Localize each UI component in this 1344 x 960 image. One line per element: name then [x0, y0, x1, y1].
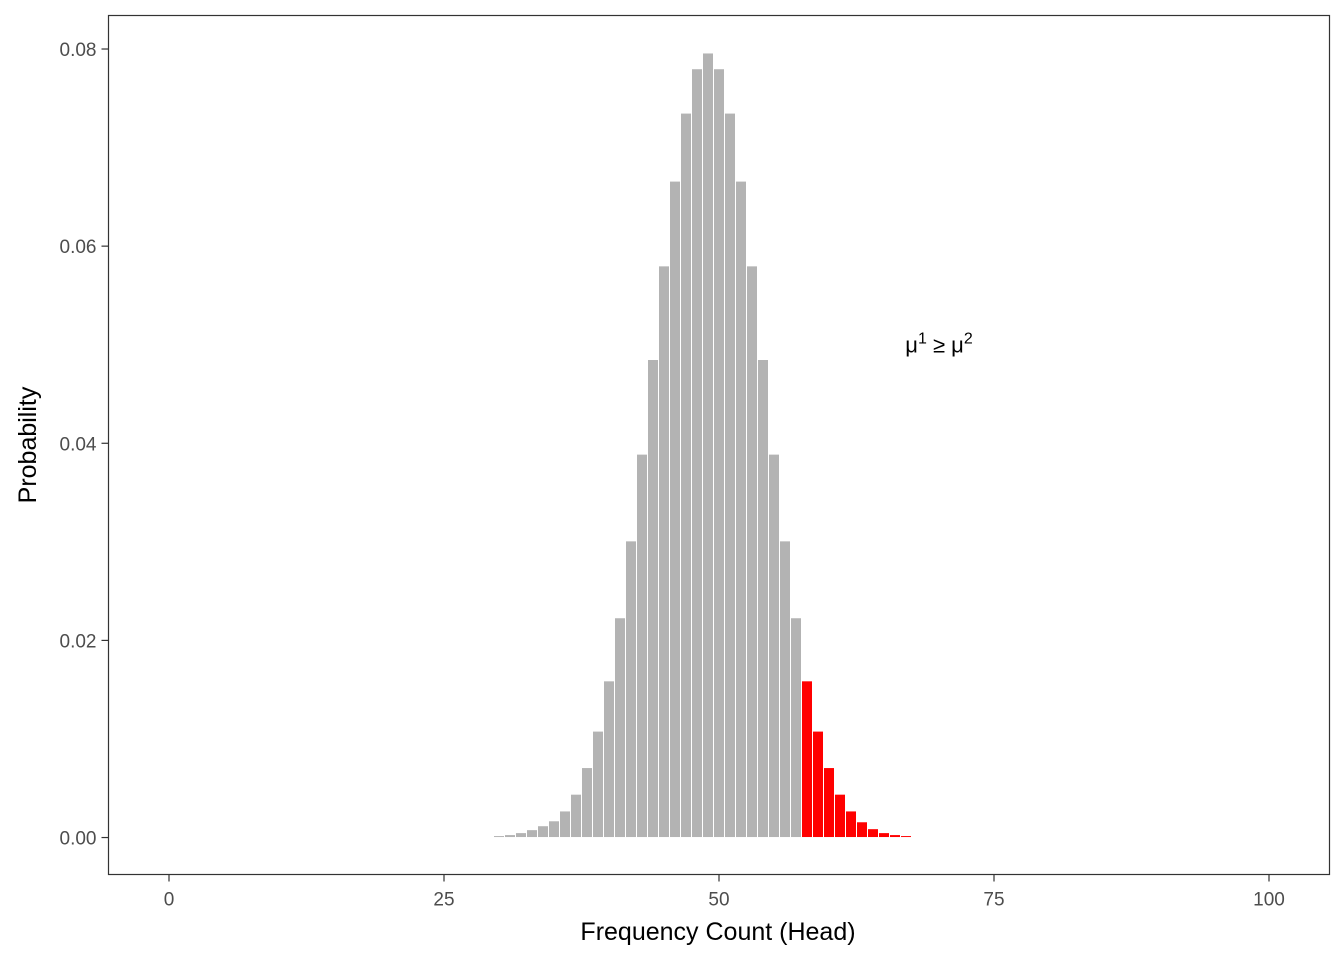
- bar-53: [746, 265, 758, 839]
- hypothesis-annotation: μ1 ≥ μ2: [905, 331, 973, 358]
- x-tick-label: 75: [983, 890, 1004, 911]
- bar-60: [823, 767, 835, 839]
- bar-59: [812, 730, 824, 839]
- bar-66: [889, 834, 901, 839]
- x-axis-title: Frequency Count (Head): [580, 918, 855, 946]
- bar-49: [702, 52, 714, 839]
- annotation-mu1: μ: [905, 333, 918, 358]
- x-axis: 0 25 50 75 100: [164, 874, 1285, 911]
- bars-group: [482, 52, 934, 839]
- x-tick-label: 50: [708, 890, 729, 911]
- bar-32: [515, 832, 527, 839]
- y-tick-label: 0.06: [60, 237, 97, 258]
- bar-63: [856, 821, 868, 839]
- bar-61: [834, 793, 846, 839]
- bar-68: [911, 836, 923, 839]
- bar-56: [779, 540, 791, 839]
- bar-48: [691, 68, 703, 839]
- bar-36: [559, 810, 571, 839]
- bar-52: [735, 180, 747, 839]
- bar-54: [757, 358, 769, 839]
- bar-64: [867, 828, 879, 839]
- bar-62: [845, 810, 857, 839]
- bar-42: [625, 540, 637, 839]
- annotation-sup1: 1: [918, 331, 927, 348]
- bar-43: [636, 453, 648, 839]
- bar-57: [790, 617, 802, 839]
- bar-58: [801, 680, 813, 839]
- annotation-sup2: 2: [964, 331, 973, 348]
- bar-47: [680, 112, 692, 839]
- bar-39: [592, 730, 604, 839]
- bar-41: [614, 617, 626, 839]
- bar-65: [878, 832, 890, 839]
- bar-45: [658, 265, 670, 839]
- annotation-op: ≥: [927, 333, 951, 358]
- bar-69: [922, 836, 934, 839]
- bar-44: [647, 358, 659, 839]
- bar-31: [504, 834, 516, 839]
- y-tick-label: 0.08: [60, 40, 97, 61]
- x-tick-label: 25: [433, 890, 454, 911]
- y-axis: 0.00 0.02 0.04 0.06 0.08: [60, 40, 109, 850]
- y-axis-title: Probability: [14, 386, 42, 503]
- bar-46: [669, 180, 681, 839]
- bar-55: [768, 453, 780, 839]
- bar-35: [548, 820, 560, 839]
- bar-37: [570, 793, 582, 839]
- bar-38: [581, 767, 593, 839]
- bar-30: [493, 835, 505, 839]
- bar-51: [724, 112, 736, 839]
- bar-40: [603, 680, 615, 839]
- y-tick-label: 0.00: [60, 829, 97, 850]
- y-tick-label: 0.02: [60, 631, 97, 652]
- bar-33: [526, 829, 538, 839]
- x-tick-label: 100: [1253, 890, 1285, 911]
- bar-50: [713, 68, 725, 839]
- bar-29: [482, 836, 494, 839]
- bar-67: [900, 835, 912, 839]
- annotation-mu2: μ: [951, 333, 964, 358]
- bar-34: [537, 825, 549, 839]
- y-tick-label: 0.04: [60, 434, 97, 455]
- x-tick-label: 0: [164, 890, 175, 911]
